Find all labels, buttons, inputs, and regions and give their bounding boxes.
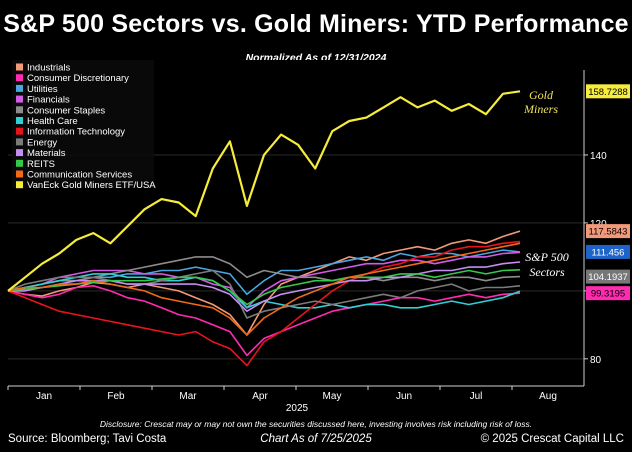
legend-swatch-consumer-staples <box>16 106 23 114</box>
legend-swatch-reits <box>16 159 23 167</box>
x-tick-label-apr: Apr <box>252 391 268 402</box>
end-value-industrials: 117.5843 <box>589 227 628 238</box>
series-line-vaneck-gold-miners-etf-usa <box>7 90 521 292</box>
x-tick-label-feb: Feb <box>107 391 125 402</box>
end-tag-consumer-discretionary <box>586 286 630 301</box>
end-tag-vaneck-gold-miners-etf-usa <box>586 84 630 99</box>
legend-label-utilities: Utilities <box>27 84 58 95</box>
legend-swatch-information-technology <box>16 127 23 135</box>
end-value-consumer-discretionary: 99.3195 <box>591 289 625 300</box>
legend-label-communication-services: Communication Services <box>27 170 132 181</box>
x-tick-label-jan: Jan <box>36 391 52 402</box>
sectors-annotation-line-1: S&P 500 <box>525 250 568 264</box>
gold-miners-annotation: Gold Miners <box>523 88 558 116</box>
end-tag-consumer-staples <box>586 269 630 284</box>
legend-swatch-vaneck-gold-miners-etf-usa <box>16 181 23 189</box>
legend-label-health-care: Health Care <box>27 116 78 127</box>
legend-label-vaneck-gold-miners-etf-usa: VanEck Gold Miners ETF/USA <box>27 180 156 191</box>
y-tick-label-80: 80 <box>590 355 602 366</box>
legend-swatch-communication-services <box>16 170 23 178</box>
sectors-annotation: S&P 500 Sectors <box>525 250 568 279</box>
legend-swatch-materials <box>16 149 23 157</box>
y-tick-label-140: 140 <box>590 151 607 162</box>
legend-background <box>12 60 154 188</box>
gold-annotation-line-2: Miners <box>523 102 558 116</box>
series-line-energy <box>7 269 521 319</box>
legend-swatch-utilities <box>16 84 23 92</box>
legend-label-materials: Materials <box>27 148 66 159</box>
series-line-financials <box>7 251 521 309</box>
sectors-annotation-line-2: Sectors <box>529 265 565 279</box>
copyright-text: © 2025 Crescat Capital LLC <box>480 433 624 445</box>
x-tick-label-jun: Jun <box>396 391 412 402</box>
end-value-labels: 158.7288 117.5843 111.456 104.1937 99.3195 <box>586 84 630 301</box>
legend-label-financials: Financials <box>27 95 70 106</box>
legend-label-reits: REITS <box>27 159 55 170</box>
legend-label-information-technology: Information Technology <box>27 127 125 138</box>
x-tick-label-may: May <box>323 391 342 402</box>
x-axis-ticks: Jan Feb Mar Apr May Jun Jul Aug <box>7 386 557 402</box>
series-layer <box>7 90 521 367</box>
legend-swatch-financials <box>16 95 23 103</box>
legend-label-consumer-discretionary: Consumer Discretionary <box>27 73 129 84</box>
legend-swatch-industrials <box>16 63 23 71</box>
series-line-consumer-discretionary <box>7 284 521 357</box>
end-value-vaneck-gold-miners-etf-usa: 158.7288 <box>588 87 628 98</box>
end-tag-utilities <box>586 244 630 259</box>
x-tick-label-jul: Jul <box>470 391 483 402</box>
gold-annotation-line-1: Gold <box>529 88 554 102</box>
end-value-utilities: 111.456 <box>592 247 625 258</box>
disclosure-text: Disclosure: Crescat may or may not own t… <box>99 419 533 429</box>
x-tick-label-aug: Aug <box>539 391 557 402</box>
legend-swatch-consumer-discretionary <box>16 74 23 82</box>
end-value-consumer-staples: 104.1937 <box>588 272 628 283</box>
legend-label-consumer-staples: Consumer Staples <box>27 105 105 116</box>
legend-label-industrials: Industrials <box>27 63 71 74</box>
chart-title: S&P 500 Sectors vs. Gold Miners: YTD Per… <box>3 10 629 38</box>
x-axis-label: 2025 <box>286 403 309 414</box>
end-tag-industrials <box>586 224 630 239</box>
series-line-information-technology <box>7 240 521 367</box>
series-line-reits <box>7 269 521 306</box>
series-line-communication-services <box>7 242 521 336</box>
legend-swatch-energy <box>16 138 23 146</box>
source-text: Source: Bloomberg; Tavi Costa <box>8 433 167 445</box>
as-of-text: Chart As of 7/25/2025 <box>260 433 372 445</box>
legend-label-energy: Energy <box>27 137 57 148</box>
legend-swatch-health-care <box>16 117 23 124</box>
x-tick-label-mar: Mar <box>179 391 197 402</box>
